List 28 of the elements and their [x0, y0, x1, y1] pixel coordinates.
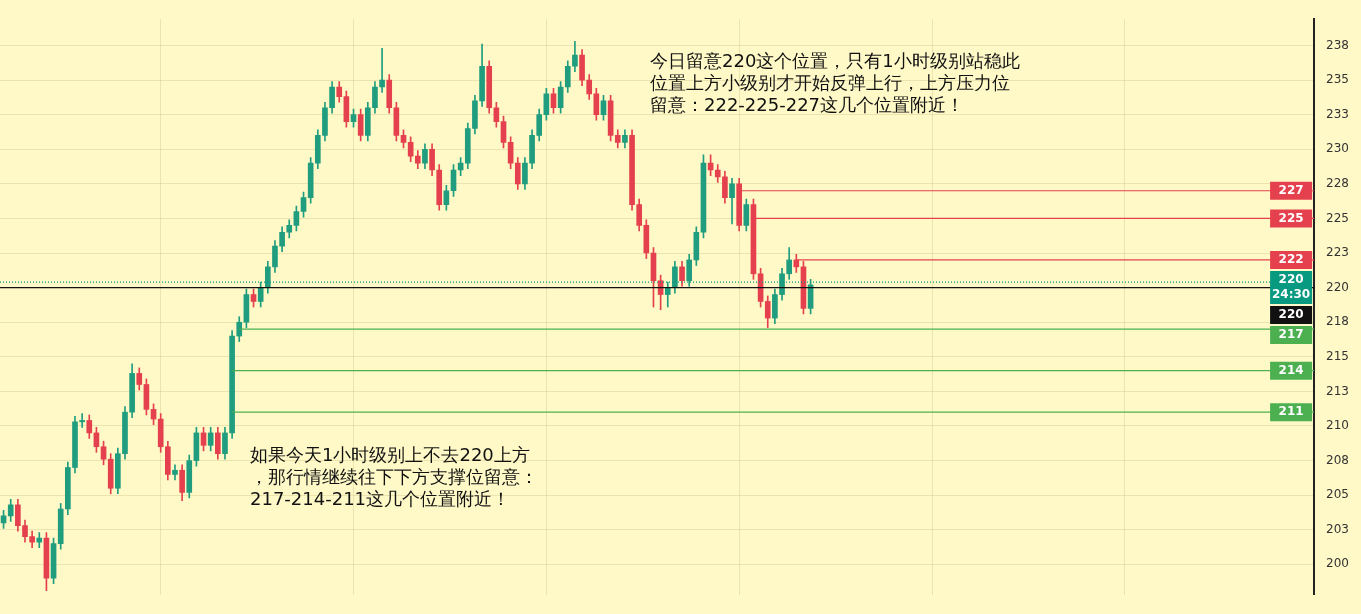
y-tick-label: 228	[1326, 175, 1349, 190]
y-tick-label: 225	[1326, 210, 1349, 225]
ref-line-label: 220 24:30	[1271, 272, 1311, 302]
y-tick-label: 220	[1326, 279, 1349, 294]
y-tick-label: 218	[1326, 314, 1349, 329]
ref-line-label: 217	[1278, 327, 1304, 342]
annotation: 如果今天1小时级别上不去220上方，那行情继续往下下方支撑位留意：217-214-211这几个位置附近！	[250, 443, 538, 509]
y-tick-label: 208	[1326, 452, 1349, 467]
candlestick	[379, 47, 385, 93]
y-tick-label: 235	[1326, 72, 1349, 87]
ref-line-label: 222	[1278, 252, 1304, 267]
y-tick-label: 233	[1326, 106, 1349, 121]
ref-line-label: 211	[1278, 404, 1304, 419]
y-tick-label: 210	[1326, 418, 1349, 433]
ref-line-label: 220	[1278, 307, 1304, 322]
y-tick-label: 230	[1326, 141, 1349, 156]
y-tick-label: 200	[1326, 556, 1349, 571]
y-tick-label: 205	[1326, 487, 1349, 502]
y-tick-label: 213	[1326, 383, 1349, 398]
candlestick	[79, 413, 85, 428]
y-tick-label: 223	[1326, 245, 1349, 260]
ref-line-label: 227	[1278, 182, 1304, 197]
y-tick-label: 203	[1326, 521, 1349, 536]
y-tick-label: 238	[1326, 37, 1349, 52]
y-tick-label: 215	[1326, 348, 1349, 363]
ref-line-label: 225	[1278, 210, 1304, 225]
ref-line-label: 214	[1278, 362, 1304, 377]
annotation: 今日留意220这个位置，只有1小时级别站稳此位置上方小级别才开始反弹上行，上方压力位留意：222-225-227这几个位置附近！	[650, 49, 1020, 115]
